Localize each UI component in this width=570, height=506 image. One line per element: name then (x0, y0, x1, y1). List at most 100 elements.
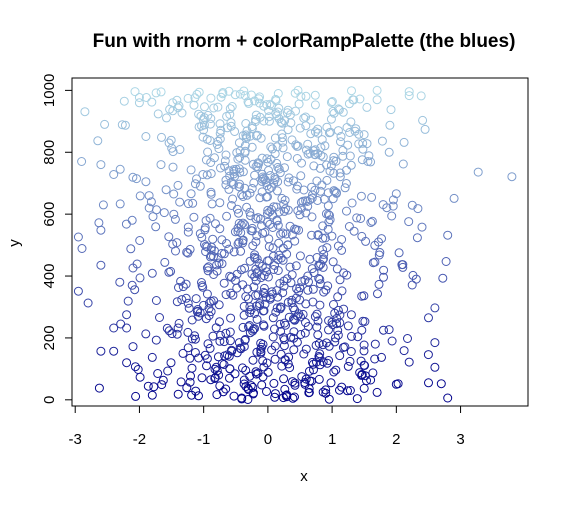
data-point (282, 249, 292, 259)
data-point (356, 356, 366, 366)
data-point (290, 88, 300, 98)
data-point (355, 94, 365, 104)
data-point (203, 147, 213, 157)
data-point (167, 329, 177, 339)
x-tick-label: 2 (392, 431, 400, 448)
data-point (374, 279, 384, 289)
data-point (257, 380, 267, 390)
data-point (173, 180, 183, 190)
data-point (316, 186, 325, 196)
data-point (227, 345, 236, 355)
data-point (310, 90, 320, 100)
data-point (236, 220, 246, 230)
data-point (234, 237, 244, 247)
data-point (153, 369, 163, 378)
data-point (310, 145, 320, 155)
data-point (283, 105, 293, 115)
data-point (326, 97, 336, 107)
data-point (247, 142, 257, 152)
data-point (278, 243, 288, 253)
data-point (282, 152, 292, 162)
data-point (212, 266, 222, 276)
data-point (379, 272, 388, 282)
data-point (301, 318, 310, 327)
data-point (306, 129, 316, 139)
data-point (248, 159, 258, 169)
data-point (366, 157, 376, 167)
data-point (301, 112, 311, 122)
data-point (283, 177, 293, 187)
data-point (309, 268, 319, 278)
data-point (183, 199, 193, 209)
data-point (319, 287, 329, 297)
data-point (220, 156, 230, 166)
data-point (115, 277, 125, 287)
data-point (375, 248, 385, 257)
data-point (248, 382, 258, 392)
data-point (329, 186, 339, 196)
data-point (202, 170, 212, 180)
data-point (109, 323, 119, 333)
data-point (346, 160, 356, 170)
data-point (295, 123, 305, 133)
data-point (250, 324, 259, 334)
data-point (295, 283, 305, 293)
data-point (213, 352, 223, 362)
data-point (264, 234, 274, 244)
data-point (249, 282, 259, 292)
data-point (202, 361, 211, 371)
data-point (398, 262, 408, 272)
data-point (252, 231, 262, 241)
data-point (166, 135, 176, 145)
data-point (206, 187, 216, 197)
data-point (349, 226, 359, 236)
y-axis: 0 200 400 600 800 1000 (41, 74, 73, 404)
data-point (246, 211, 255, 221)
data-point (246, 226, 256, 236)
data-point (166, 266, 176, 276)
data-point (133, 365, 143, 374)
data-point (207, 199, 217, 209)
data-point (206, 93, 216, 103)
data-point (168, 239, 178, 249)
data-point (346, 310, 356, 320)
data-point (366, 375, 376, 385)
x-tick-label: 1 (328, 431, 336, 448)
data-point (205, 119, 215, 129)
data-point (363, 157, 373, 166)
data-point (367, 216, 377, 226)
data-point (151, 296, 161, 305)
data-point (388, 195, 398, 205)
data-point (342, 165, 351, 175)
data-point (344, 222, 354, 231)
data-point (262, 358, 272, 368)
data-point (100, 119, 110, 129)
data-point (235, 153, 245, 162)
data-point (329, 367, 339, 377)
x-tick-label: -2 (133, 431, 146, 448)
data-point (151, 222, 161, 232)
data-point (357, 155, 367, 165)
data-point (191, 386, 201, 396)
data-point (268, 223, 278, 232)
data-point (313, 128, 323, 138)
data-point (289, 176, 298, 186)
data-point (198, 132, 208, 142)
data-point (319, 194, 329, 204)
data-point (337, 382, 347, 392)
data-point (228, 290, 238, 300)
data-point (128, 263, 138, 273)
data-point (225, 110, 235, 119)
data-point (286, 332, 296, 342)
data-point (147, 352, 157, 362)
data-point (335, 310, 345, 320)
data-point (357, 231, 367, 241)
data-point (156, 160, 166, 170)
data-point (339, 268, 349, 278)
data-point (164, 267, 174, 277)
data-point (214, 300, 224, 310)
data-point (216, 125, 226, 135)
data-point (378, 200, 388, 210)
data-point (373, 289, 382, 299)
data-point (183, 222, 193, 232)
